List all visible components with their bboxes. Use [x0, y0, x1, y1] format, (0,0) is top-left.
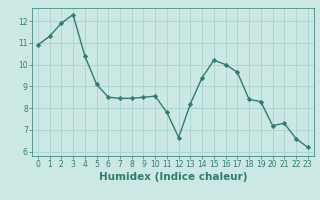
X-axis label: Humidex (Indice chaleur): Humidex (Indice chaleur) [99, 172, 247, 182]
